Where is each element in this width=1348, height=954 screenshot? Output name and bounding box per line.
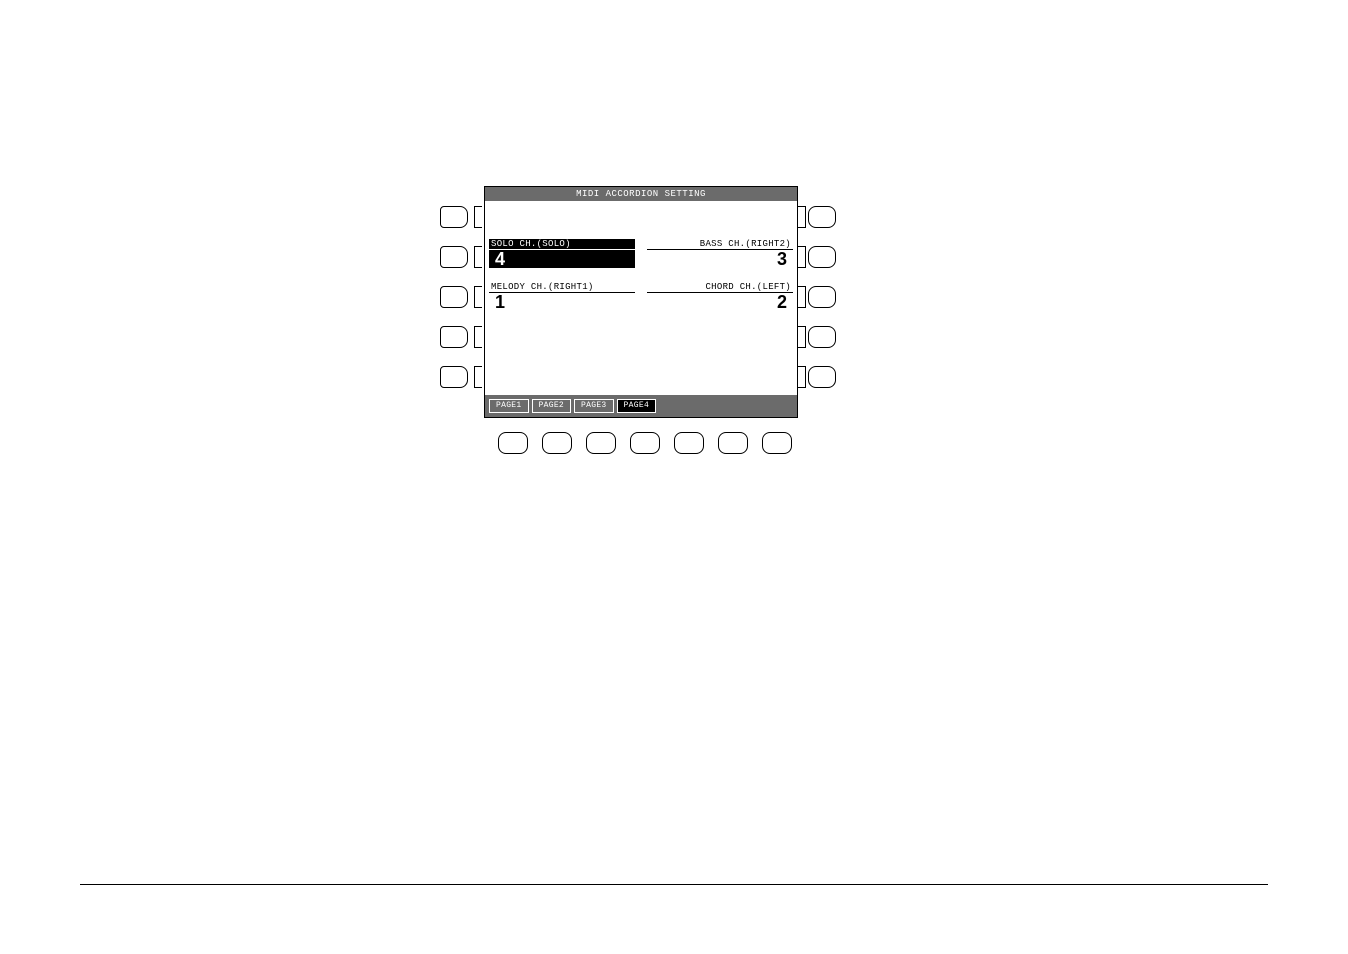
tick-r1 <box>798 206 806 228</box>
field-bass-value: 3 <box>647 250 793 268</box>
lcd-screen: MIDI ACCORDION SETTING SOLO CH.(SOLO) 4 … <box>484 186 798 418</box>
settings-grid: SOLO CH.(SOLO) 4 BASS CH.(RIGHT2) 3 MELO… <box>489 239 793 325</box>
field-melody-label: MELODY CH.(RIGHT1) <box>489 282 635 293</box>
side-buttons-left <box>440 206 468 388</box>
screen-title: MIDI ACCORDION SETTING <box>485 187 797 201</box>
field-solo-value: 4 <box>489 250 635 268</box>
tick-l1 <box>474 206 482 228</box>
side-button-r5[interactable] <box>808 366 836 388</box>
tab-page2[interactable]: PAGE2 <box>532 399 572 413</box>
side-button-l2[interactable] <box>440 246 468 268</box>
field-chord-label: CHORD CH.(LEFT) <box>647 282 793 293</box>
tick-r2 <box>798 246 806 268</box>
bottom-button-6[interactable] <box>718 432 748 454</box>
side-button-r1[interactable] <box>808 206 836 228</box>
side-button-r4[interactable] <box>808 326 836 348</box>
field-row-2: MELODY CH.(RIGHT1) 1 CHORD CH.(LEFT) 2 <box>489 282 793 311</box>
tab-page3[interactable]: PAGE3 <box>574 399 614 413</box>
tick-l4 <box>474 326 482 348</box>
field-row-1: SOLO CH.(SOLO) 4 BASS CH.(RIGHT2) 3 <box>489 239 793 268</box>
page-tab-bar: PAGE1 PAGE2 PAGE3 PAGE4 <box>485 395 797 417</box>
bottom-buttons <box>498 432 792 454</box>
bottom-button-3[interactable] <box>586 432 616 454</box>
tick-l3 <box>474 286 482 308</box>
tick-r4 <box>798 326 806 348</box>
tab-page1[interactable]: PAGE1 <box>489 399 529 413</box>
field-bass-label: BASS CH.(RIGHT2) <box>647 239 793 250</box>
field-melody-value: 1 <box>489 293 635 311</box>
tick-l2 <box>474 246 482 268</box>
side-button-l5[interactable] <box>440 366 468 388</box>
bottom-button-4[interactable] <box>630 432 660 454</box>
field-chord-ch[interactable]: CHORD CH.(LEFT) 2 <box>647 282 793 311</box>
bottom-button-1[interactable] <box>498 432 528 454</box>
tick-r3 <box>798 286 806 308</box>
side-button-r3[interactable] <box>808 286 836 308</box>
side-buttons-right <box>808 206 836 388</box>
bottom-button-5[interactable] <box>674 432 704 454</box>
tick-r5 <box>798 366 806 388</box>
side-button-l3[interactable] <box>440 286 468 308</box>
side-button-r2[interactable] <box>808 246 836 268</box>
page-footer-rule <box>80 884 1268 885</box>
tab-page4[interactable]: PAGE4 <box>617 399 657 413</box>
field-bass-ch[interactable]: BASS CH.(RIGHT2) 3 <box>647 239 793 268</box>
bottom-button-2[interactable] <box>542 432 572 454</box>
side-button-l4[interactable] <box>440 326 468 348</box>
field-solo-ch[interactable]: SOLO CH.(SOLO) 4 <box>489 239 635 268</box>
field-solo-label: SOLO CH.(SOLO) <box>489 239 635 250</box>
field-chord-value: 2 <box>647 293 793 311</box>
field-melody-ch[interactable]: MELODY CH.(RIGHT1) 1 <box>489 282 635 311</box>
side-button-l1[interactable] <box>440 206 468 228</box>
tick-l5 <box>474 366 482 388</box>
bottom-button-7[interactable] <box>762 432 792 454</box>
